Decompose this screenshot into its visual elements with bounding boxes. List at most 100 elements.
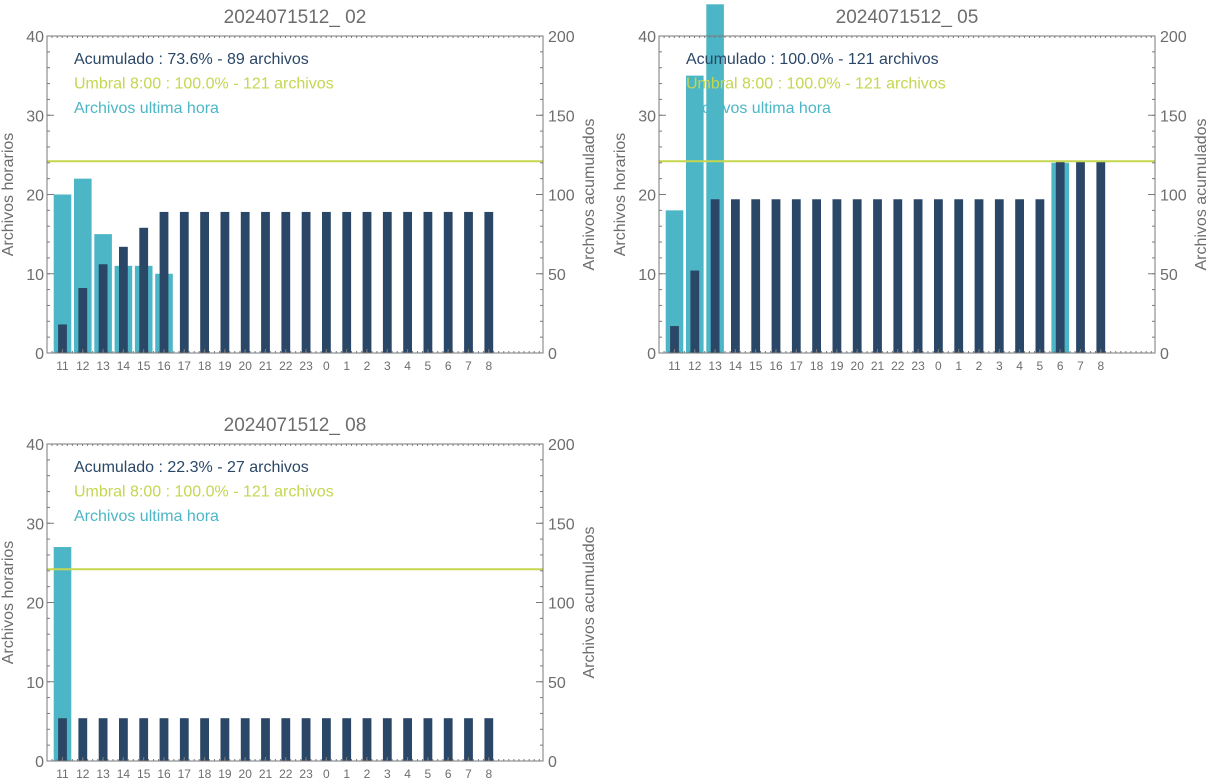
- cumulative-bar-23: [301, 718, 311, 761]
- cumulative-bar-4: [403, 211, 412, 353]
- right-tick-label: 100: [548, 188, 575, 205]
- hourly-bar-11: [53, 547, 72, 761]
- right-tick-label: 0: [548, 754, 557, 771]
- x-tick-label-8: 8: [1097, 359, 1104, 373]
- legend-threshold: Umbral 8:00 : 100.0% - 121 archivos: [74, 484, 334, 501]
- cumulative-bar-4: [1015, 199, 1024, 353]
- x-tick-label-18: 18: [198, 767, 212, 779]
- x-tick-label-1: 1: [343, 767, 350, 779]
- x-tick-label-16: 16: [769, 359, 783, 373]
- cumulative-bar-11: [58, 718, 67, 761]
- right-tick-label: 200: [548, 437, 575, 454]
- cumulative-bar-1: [342, 718, 352, 761]
- x-tick-label-3: 3: [996, 359, 1003, 373]
- cumulative-bar-8: [484, 718, 494, 761]
- legend-threshold: Umbral 8:00 : 100.0% - 121 archivos: [686, 76, 946, 93]
- x-tick-label-2: 2: [976, 359, 983, 373]
- x-tick-label-8: 8: [485, 359, 492, 373]
- right-tick-label: 50: [548, 267, 566, 284]
- x-tick-label-8: 8: [485, 767, 492, 779]
- cumulative-bar-3: [994, 199, 1004, 353]
- right-tick-label: 50: [1160, 267, 1178, 284]
- x-tick-label-23: 23: [299, 767, 313, 779]
- cumulative-bar-8: [1096, 161, 1106, 353]
- cumulative-bar-14: [119, 246, 128, 353]
- y-axis-label-left: Archivos horarios: [0, 541, 17, 665]
- x-tick-label-13: 13: [96, 359, 110, 373]
- y-axis-label-right: Archivos acumulados: [1193, 118, 1206, 270]
- x-tick-label-17: 17: [790, 359, 804, 373]
- x-tick-label-16: 16: [157, 767, 171, 779]
- left-tick-label: 40: [26, 437, 44, 454]
- x-tick-label-0: 0: [323, 359, 330, 373]
- left-tick-label: 20: [26, 596, 44, 613]
- y-axis-label-left: Archivos horarios: [612, 133, 629, 257]
- x-tick-label-7: 7: [1077, 359, 1084, 373]
- cumulative-bar-19: [220, 211, 230, 353]
- cumulative-bar-15: [751, 199, 761, 353]
- cumulative-bar-0: [322, 718, 331, 761]
- x-tick-label-11: 11: [56, 767, 69, 779]
- x-tick-label-2: 2: [364, 767, 371, 779]
- left-tick-label: 10: [638, 267, 656, 284]
- right-tick-label: 200: [548, 29, 575, 46]
- x-tick-label-14: 14: [117, 767, 131, 779]
- cumulative-bar-20: [240, 718, 250, 761]
- left-tick-label: 10: [26, 267, 44, 284]
- cumulative-bar-21: [261, 718, 270, 761]
- x-tick-label-7: 7: [465, 359, 472, 373]
- hourly-bar-11: [665, 210, 684, 353]
- x-tick-label-3: 3: [384, 359, 391, 373]
- hourly-bar-11: [53, 194, 72, 353]
- cumulative-bar-15: [139, 718, 149, 761]
- x-tick-label-3: 3: [384, 767, 391, 779]
- cumulative-bar-17: [791, 199, 801, 353]
- legend-cumulative: Acumulado : 73.6% - 89 archivos: [74, 51, 309, 68]
- x-tick-label-14: 14: [117, 359, 131, 373]
- cumulative-bar-18: [200, 211, 209, 353]
- x-tick-label-18: 18: [198, 359, 212, 373]
- left-tick-label: 10: [26, 675, 44, 692]
- cumulative-bar-13: [98, 264, 108, 353]
- y-axis-label-right: Archivos acumulados: [581, 118, 598, 270]
- cumulative-bar-21: [261, 211, 270, 353]
- cumulative-bar-21: [873, 199, 882, 353]
- cumulative-bar-1: [954, 199, 964, 353]
- legend-hourly: Archivos ultima hora: [74, 508, 219, 525]
- cumulative-bar-17: [179, 211, 189, 353]
- y-axis-label-left: Archivos horarios: [0, 133, 17, 257]
- left-tick-label: 40: [26, 29, 44, 46]
- cumulative-bar-2: [362, 718, 372, 761]
- cumulative-bar-5: [423, 211, 433, 353]
- cumulative-bar-1: [342, 211, 352, 353]
- legend-cumulative: Acumulado : 100.0% - 121 archivos: [686, 51, 939, 68]
- x-tick-label-5: 5: [425, 767, 432, 779]
- legend-threshold: Umbral 8:00 : 100.0% - 121 archivos: [74, 76, 334, 93]
- cumulative-bar-0: [934, 199, 943, 353]
- x-tick-label-6: 6: [445, 359, 452, 373]
- bars-group: [665, 4, 1106, 353]
- cumulative-bar-22: [281, 718, 291, 761]
- right-tick-label: 200: [1160, 29, 1187, 46]
- left-tick-label: 20: [26, 188, 44, 205]
- legend-hourly: Archivos ultima hora: [686, 100, 831, 117]
- cumulative-bar-7: [1076, 161, 1085, 353]
- cumulative-bar-6: [443, 211, 453, 353]
- cumulative-bar-5: [423, 718, 433, 761]
- cumulative-bar-2: [974, 199, 984, 353]
- legend-cumulative: Acumulado : 22.3% - 27 archivos: [74, 459, 309, 476]
- cumulative-bar-23: [301, 211, 311, 353]
- cumulative-bar-18: [200, 718, 209, 761]
- left-tick-label: 0: [35, 346, 44, 363]
- x-tick-label-16: 16: [157, 359, 171, 373]
- cumulative-bar-12: [78, 288, 88, 353]
- cumulative-bar-5: [1035, 199, 1045, 353]
- x-tick-label-21: 21: [259, 359, 273, 373]
- x-tick-label-5: 5: [1037, 359, 1044, 373]
- cumulative-bar-19: [832, 199, 842, 353]
- right-tick-label: 100: [1160, 188, 1187, 205]
- cumulative-bar-16: [771, 199, 781, 353]
